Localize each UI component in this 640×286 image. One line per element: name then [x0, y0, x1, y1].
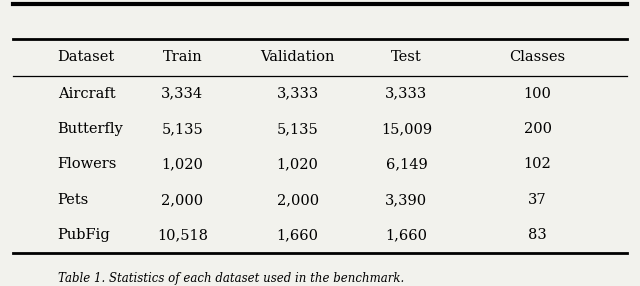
Text: 5,135: 5,135 — [276, 122, 319, 136]
Text: 2,000: 2,000 — [276, 193, 319, 207]
Text: Validation: Validation — [260, 50, 335, 64]
Text: Test: Test — [391, 50, 422, 64]
Text: Aircraft: Aircraft — [58, 87, 115, 100]
Text: 102: 102 — [524, 158, 552, 171]
Text: 1,020: 1,020 — [161, 158, 204, 171]
Text: 3,390: 3,390 — [385, 193, 428, 207]
Text: 100: 100 — [524, 87, 552, 100]
Text: PubFig: PubFig — [58, 229, 110, 242]
Text: 3,333: 3,333 — [276, 87, 319, 100]
Text: 37: 37 — [528, 193, 547, 207]
Text: 6,149: 6,149 — [385, 158, 428, 171]
Text: 5,135: 5,135 — [161, 122, 204, 136]
Text: 3,333: 3,333 — [385, 87, 428, 100]
Text: 1,020: 1,020 — [276, 158, 319, 171]
Text: 15,009: 15,009 — [381, 122, 432, 136]
Text: 2,000: 2,000 — [161, 193, 204, 207]
Text: 1,660: 1,660 — [276, 229, 319, 242]
Text: 3,334: 3,334 — [161, 87, 204, 100]
Text: 200: 200 — [524, 122, 552, 136]
Text: Pets: Pets — [58, 193, 89, 207]
Text: Table 1. Statistics of each dataset used in the benchmark.: Table 1. Statistics of each dataset used… — [58, 272, 404, 285]
Text: 10,518: 10,518 — [157, 229, 208, 242]
Text: 83: 83 — [528, 229, 547, 242]
Text: Classes: Classes — [509, 50, 566, 64]
Text: Train: Train — [163, 50, 202, 64]
Text: Flowers: Flowers — [58, 158, 117, 171]
Text: 1,660: 1,660 — [385, 229, 428, 242]
Text: Dataset: Dataset — [58, 50, 115, 64]
Text: Butterfly: Butterfly — [58, 122, 124, 136]
